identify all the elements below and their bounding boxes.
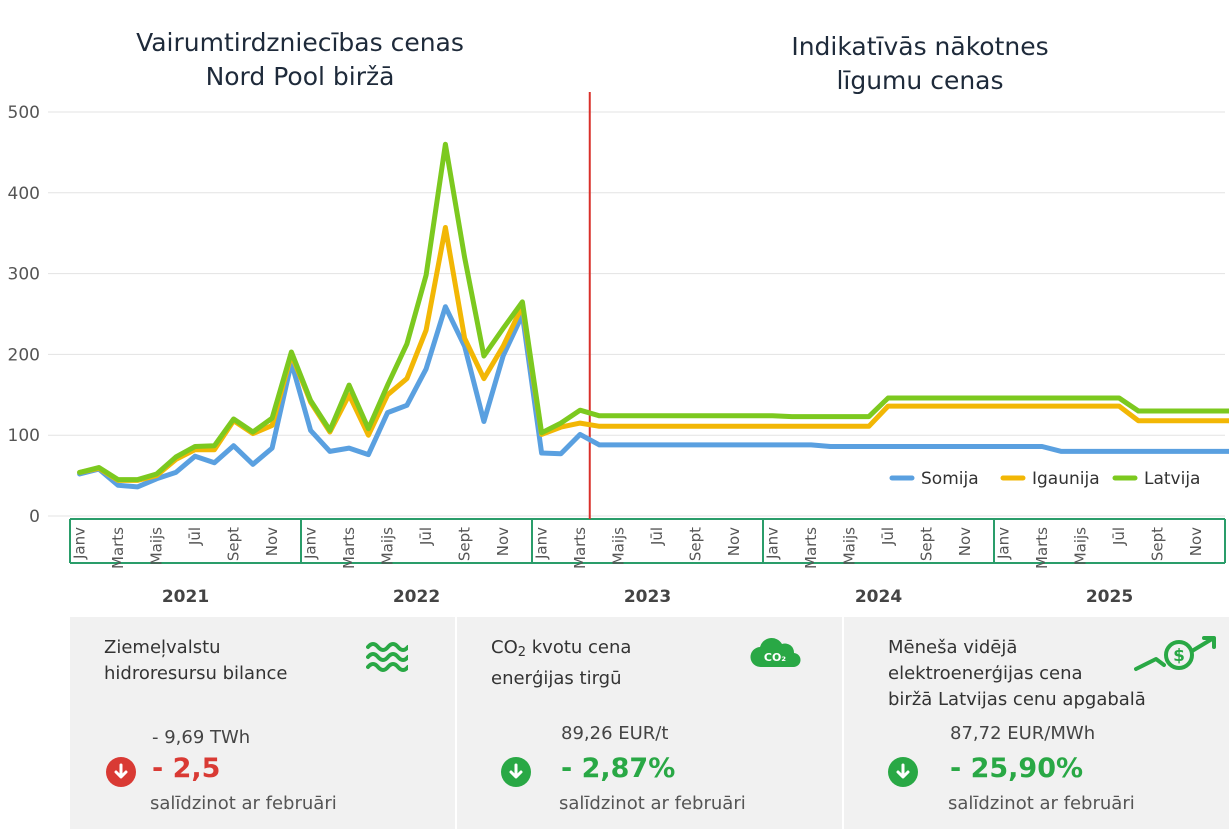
- monthly-price-card: Mēneša vidējā elektroenerģijas cena birž…: [844, 617, 1229, 829]
- y-tick-label: 100: [8, 426, 40, 446]
- chart-heading-left: Vairumtirdzniecības cenas Nord Pool birž…: [100, 26, 500, 94]
- heading-left-line-2: Nord Pool biržā: [205, 62, 395, 91]
- x-tick-label: Nov: [263, 527, 281, 556]
- card-change-value: - 2,5: [152, 753, 221, 784]
- heading-left-line-1: Vairumtirdzniecības cenas: [136, 28, 464, 57]
- y-tick-label: 500: [8, 103, 40, 123]
- card-compare-text: salīdzinot ar februāri: [948, 793, 1135, 814]
- year-label: 2021: [162, 587, 209, 607]
- x-tick-label: Marts: [1033, 527, 1051, 569]
- year-label: 2022: [393, 587, 440, 607]
- co2-title-sub: 2: [517, 645, 527, 660]
- x-tick-label: Nov: [956, 527, 974, 556]
- x-tick-label: Marts: [571, 527, 589, 569]
- x-tick-label: Jūl: [186, 527, 204, 546]
- co2-price-card: CO2 kvotu cena enerģijas tirgū CO₂ 89,26…: [457, 617, 844, 829]
- x-axis: Janv Marts Maijs Jūl Sept Nov 2021 Janv Marts Mai…: [69, 518, 1226, 607]
- year-label: 2025: [1086, 587, 1133, 607]
- waves-icon: [366, 642, 408, 672]
- x-tick-label: Marts: [802, 527, 820, 569]
- x-tick-label: Janv: [764, 527, 782, 560]
- y-tick-label: 300: [8, 265, 40, 285]
- x-tick-label: Janv: [533, 527, 551, 560]
- series-lines: [77, 92, 1229, 519]
- hydro-balance-card: Ziemeļvalstu hidroresursu bilance - 9,69…: [70, 617, 457, 829]
- x-tick-label: Janv: [995, 527, 1013, 560]
- series-line-somija: [77, 304, 1229, 490]
- x-tick-label: Maijs: [1072, 527, 1090, 565]
- y-tick-label: 0: [29, 507, 40, 527]
- co2-title-post: kvotu cena enerģijas tirgū: [491, 637, 632, 689]
- co2-cloud-icon: CO₂: [750, 638, 801, 668]
- card-sub-value: 89,26 EUR/t: [561, 723, 669, 744]
- card-title: Mēneša vidējā elektroenerģijas cena birž…: [888, 637, 1146, 710]
- down-arrow-icon: [106, 757, 136, 787]
- card-change-value: - 25,90%: [950, 753, 1084, 784]
- heading-right-line-2: līgumu cenas: [836, 66, 1004, 95]
- x-tick-label: Nov: [494, 527, 512, 556]
- x-tick-label: Sept: [1149, 527, 1167, 561]
- legend-label: Somija: [921, 469, 979, 489]
- x-tick-label: Jūl: [417, 527, 435, 546]
- card-title: CO2 kvotu cena enerģijas tirgū: [491, 635, 631, 692]
- x-tick-label: Jūl: [1110, 527, 1128, 546]
- x-tick-label: Marts: [340, 527, 358, 569]
- year-label: 2023: [624, 587, 671, 607]
- down-arrow-icon: [501, 757, 531, 787]
- x-tick-label: Maijs: [841, 527, 859, 565]
- card-change-value: - 2,87%: [561, 753, 676, 784]
- y-tick-label: 200: [8, 345, 40, 365]
- chart-heading-right: Indikatīvās nākotnes līgumu cenas: [720, 30, 1120, 98]
- co2-icon-label: CO₂: [764, 651, 786, 664]
- card-title: Ziemeļvalstu hidroresursu bilance: [104, 637, 288, 684]
- kpi-cards: Ziemeļvalstu hidroresursu bilance - 9,69…: [70, 617, 1229, 829]
- x-tick-label: Janv: [302, 527, 320, 560]
- heading-right-line-1: Indikatīvās nākotnes: [791, 32, 1049, 61]
- x-tick-label: Maijs: [379, 527, 397, 565]
- x-tick-label: Janv: [71, 527, 89, 560]
- card-compare-text: salīdzinot ar februāri: [150, 793, 337, 814]
- legend-label: Igaunija: [1032, 469, 1100, 489]
- dollar-trend-icon: $: [1134, 636, 1216, 671]
- y-tick-label: 400: [8, 184, 40, 204]
- legend-label: Latvija: [1144, 469, 1200, 489]
- x-tick-label: Maijs: [610, 527, 628, 565]
- dollar-icon-label: $: [1173, 646, 1185, 666]
- card-sub-value: 87,72 EUR/MWh: [950, 723, 1096, 744]
- x-tick-label: Sept: [918, 527, 936, 561]
- co2-title-pre: CO: [491, 637, 518, 658]
- card-sub-value: - 9,69 TWh: [152, 727, 251, 748]
- x-tick-label: Sept: [456, 527, 474, 561]
- x-tick-label: Nov: [1187, 527, 1205, 556]
- legend: Somija Igaunija Latvija: [889, 469, 1200, 489]
- series-line-latvija: [77, 141, 1229, 483]
- y-axis: 0 100 200 300 400 500: [8, 103, 1225, 527]
- x-tick-label: Sept: [225, 527, 243, 561]
- x-tick-label: Sept: [687, 527, 705, 561]
- x-tick-label: Maijs: [148, 527, 166, 565]
- down-arrow-icon: [888, 757, 918, 787]
- x-tick-label: Jūl: [648, 527, 666, 546]
- x-tick-label: Nov: [725, 527, 743, 556]
- year-label: 2024: [855, 587, 902, 607]
- price-chart: 0 100 200 300 400 500 Janv Marts Maijs Jūl Sept No…: [8, 92, 1229, 607]
- x-tick-label: Jūl: [879, 527, 897, 546]
- card-compare-text: salīdzinot ar februāri: [559, 793, 746, 814]
- x-tick-label: Marts: [109, 527, 127, 569]
